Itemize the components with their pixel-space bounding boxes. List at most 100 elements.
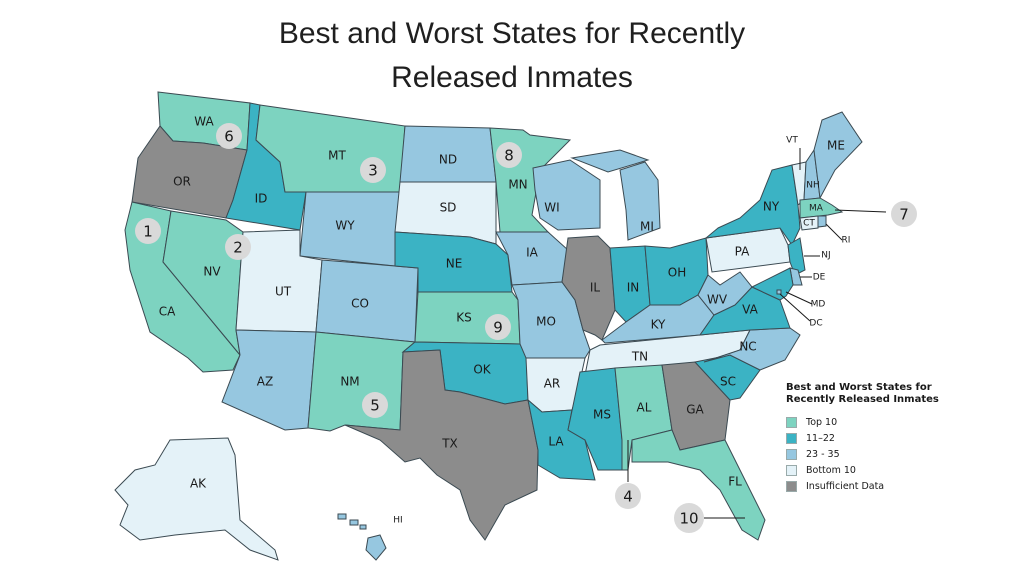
state-label-ga: GA [686,403,704,417]
state-label-nm: NM [340,375,359,389]
state-label-nj: NJ [821,251,830,261]
state-label-wy: WY [335,219,355,233]
state-label-ne: NE [446,257,463,271]
state-label-mo: MO [536,315,556,329]
state-ak [114,437,279,561]
state-la [527,398,596,481]
rank-circle [135,218,161,244]
legend-swatch [786,480,797,492]
legend-swatch [786,432,797,444]
map-title: Best and Worst States for Recently Relea… [0,12,1024,100]
state-label-ky: KY [651,318,666,332]
legend-swatch [786,448,797,460]
state-label-de: DE [813,273,826,283]
state-label-il: IL [590,281,601,295]
state-dc [776,289,782,295]
rank-marker-7: 7 [891,201,917,227]
legend: Best and Worst States for Recently Relea… [786,382,956,494]
state-label-wv: WV [707,293,728,307]
legend-label: 11–22 [806,432,835,444]
rank-number: 3 [368,162,378,180]
map-title-line2: Released Inmates [391,61,633,94]
state-label-dc: DC [809,319,822,329]
leader-line [779,293,811,322]
state-label-oh: OH [668,266,686,280]
state-label-al: AL [637,401,652,415]
state-label-md: MD [811,300,826,310]
rank-circle [360,157,386,183]
state-hi [337,513,387,561]
state-label-nh: NH [806,181,820,191]
state-label-nc: NC [739,340,756,354]
state-mi [570,149,661,241]
state-ct [799,215,819,231]
state-il [561,235,616,341]
rank-circle [615,483,641,509]
state-wi [532,159,601,231]
state-label-ia: IA [526,246,539,260]
leader-line [785,291,813,305]
state-label-in: IN [627,281,640,295]
rank-marker-6: 6 [216,123,242,149]
legend-title-line1: Best and Worst States for [786,382,932,393]
rank-circle [362,392,388,418]
rank-number: 6 [224,128,234,146]
rank-number: 10 [679,510,698,528]
state-label-or: OR [173,175,191,189]
legend-title-line2: Recently Released Inmates [786,394,939,405]
rank-circle [496,142,522,168]
legend-items: Top 10 11–22 23 - 35 Bottom 10 Insufficient … [786,414,956,494]
state-co [315,259,419,343]
state-label-ca: CA [159,305,176,319]
state-label-ok: OK [473,363,491,377]
state-label-nv: NV [203,265,221,279]
rank-marker-8: 8 [496,142,522,168]
rank-markers: 1 2 3 4 5 6 7 8 9 10 [135,123,917,533]
state-label-ma: MA [809,204,824,214]
state-label-ms: MS [593,408,611,422]
state-nc [703,327,801,371]
state-label-me: ME [827,139,845,153]
rank-number: 2 [233,239,243,257]
state-label-nd: ND [439,153,457,167]
state-labels: WA OR CA NV ID MT WY UT CO AZ NM ND SD NE KS OK TX MN IA MO… [159,115,851,526]
rank-number: 4 [623,488,633,506]
state-label-fl: FL [728,475,742,489]
legend-label: 23 - 35 [806,448,840,460]
legend-title: Best and Worst States for Recently Relea… [786,382,956,406]
rank-marker-9: 9 [485,314,511,340]
state-label-wi: WI [544,201,559,215]
rank-marker-2: 2 [225,234,251,260]
state-wv [697,271,753,316]
legend-item: Top 10 [786,414,956,430]
state-label-la: LA [548,435,564,449]
rank-circle [485,314,511,340]
rank-number: 5 [370,397,380,415]
legend-label: Top 10 [806,416,838,428]
leader-line [834,209,887,213]
rank-number: 7 [899,206,909,224]
state-label-vt: VT [786,136,798,146]
rank-circle [674,503,704,533]
state-label-mi: MI [640,220,654,234]
rank-number: 1 [143,223,153,241]
state-label-hi: HI [393,516,402,526]
legend-label: Bottom 10 [806,464,856,476]
state-label-ut: UT [275,285,292,299]
state-label-ar: AR [544,377,561,391]
state-label-ks: KS [456,311,472,325]
state-label-co: CO [351,297,369,311]
leader-lines [627,148,887,519]
state-label-id: ID [255,192,268,206]
state-label-sc: SC [720,375,736,389]
rank-circle [891,201,917,227]
states-layer [114,91,863,561]
legend-item: Insufficient Data [786,478,956,494]
state-ri [817,215,827,228]
rank-marker-5: 5 [362,392,388,418]
legend-item: 11–22 [786,430,956,446]
state-label-ct: CT [803,219,815,229]
state-label-ri: RI [842,236,851,246]
state-tx [344,349,539,541]
